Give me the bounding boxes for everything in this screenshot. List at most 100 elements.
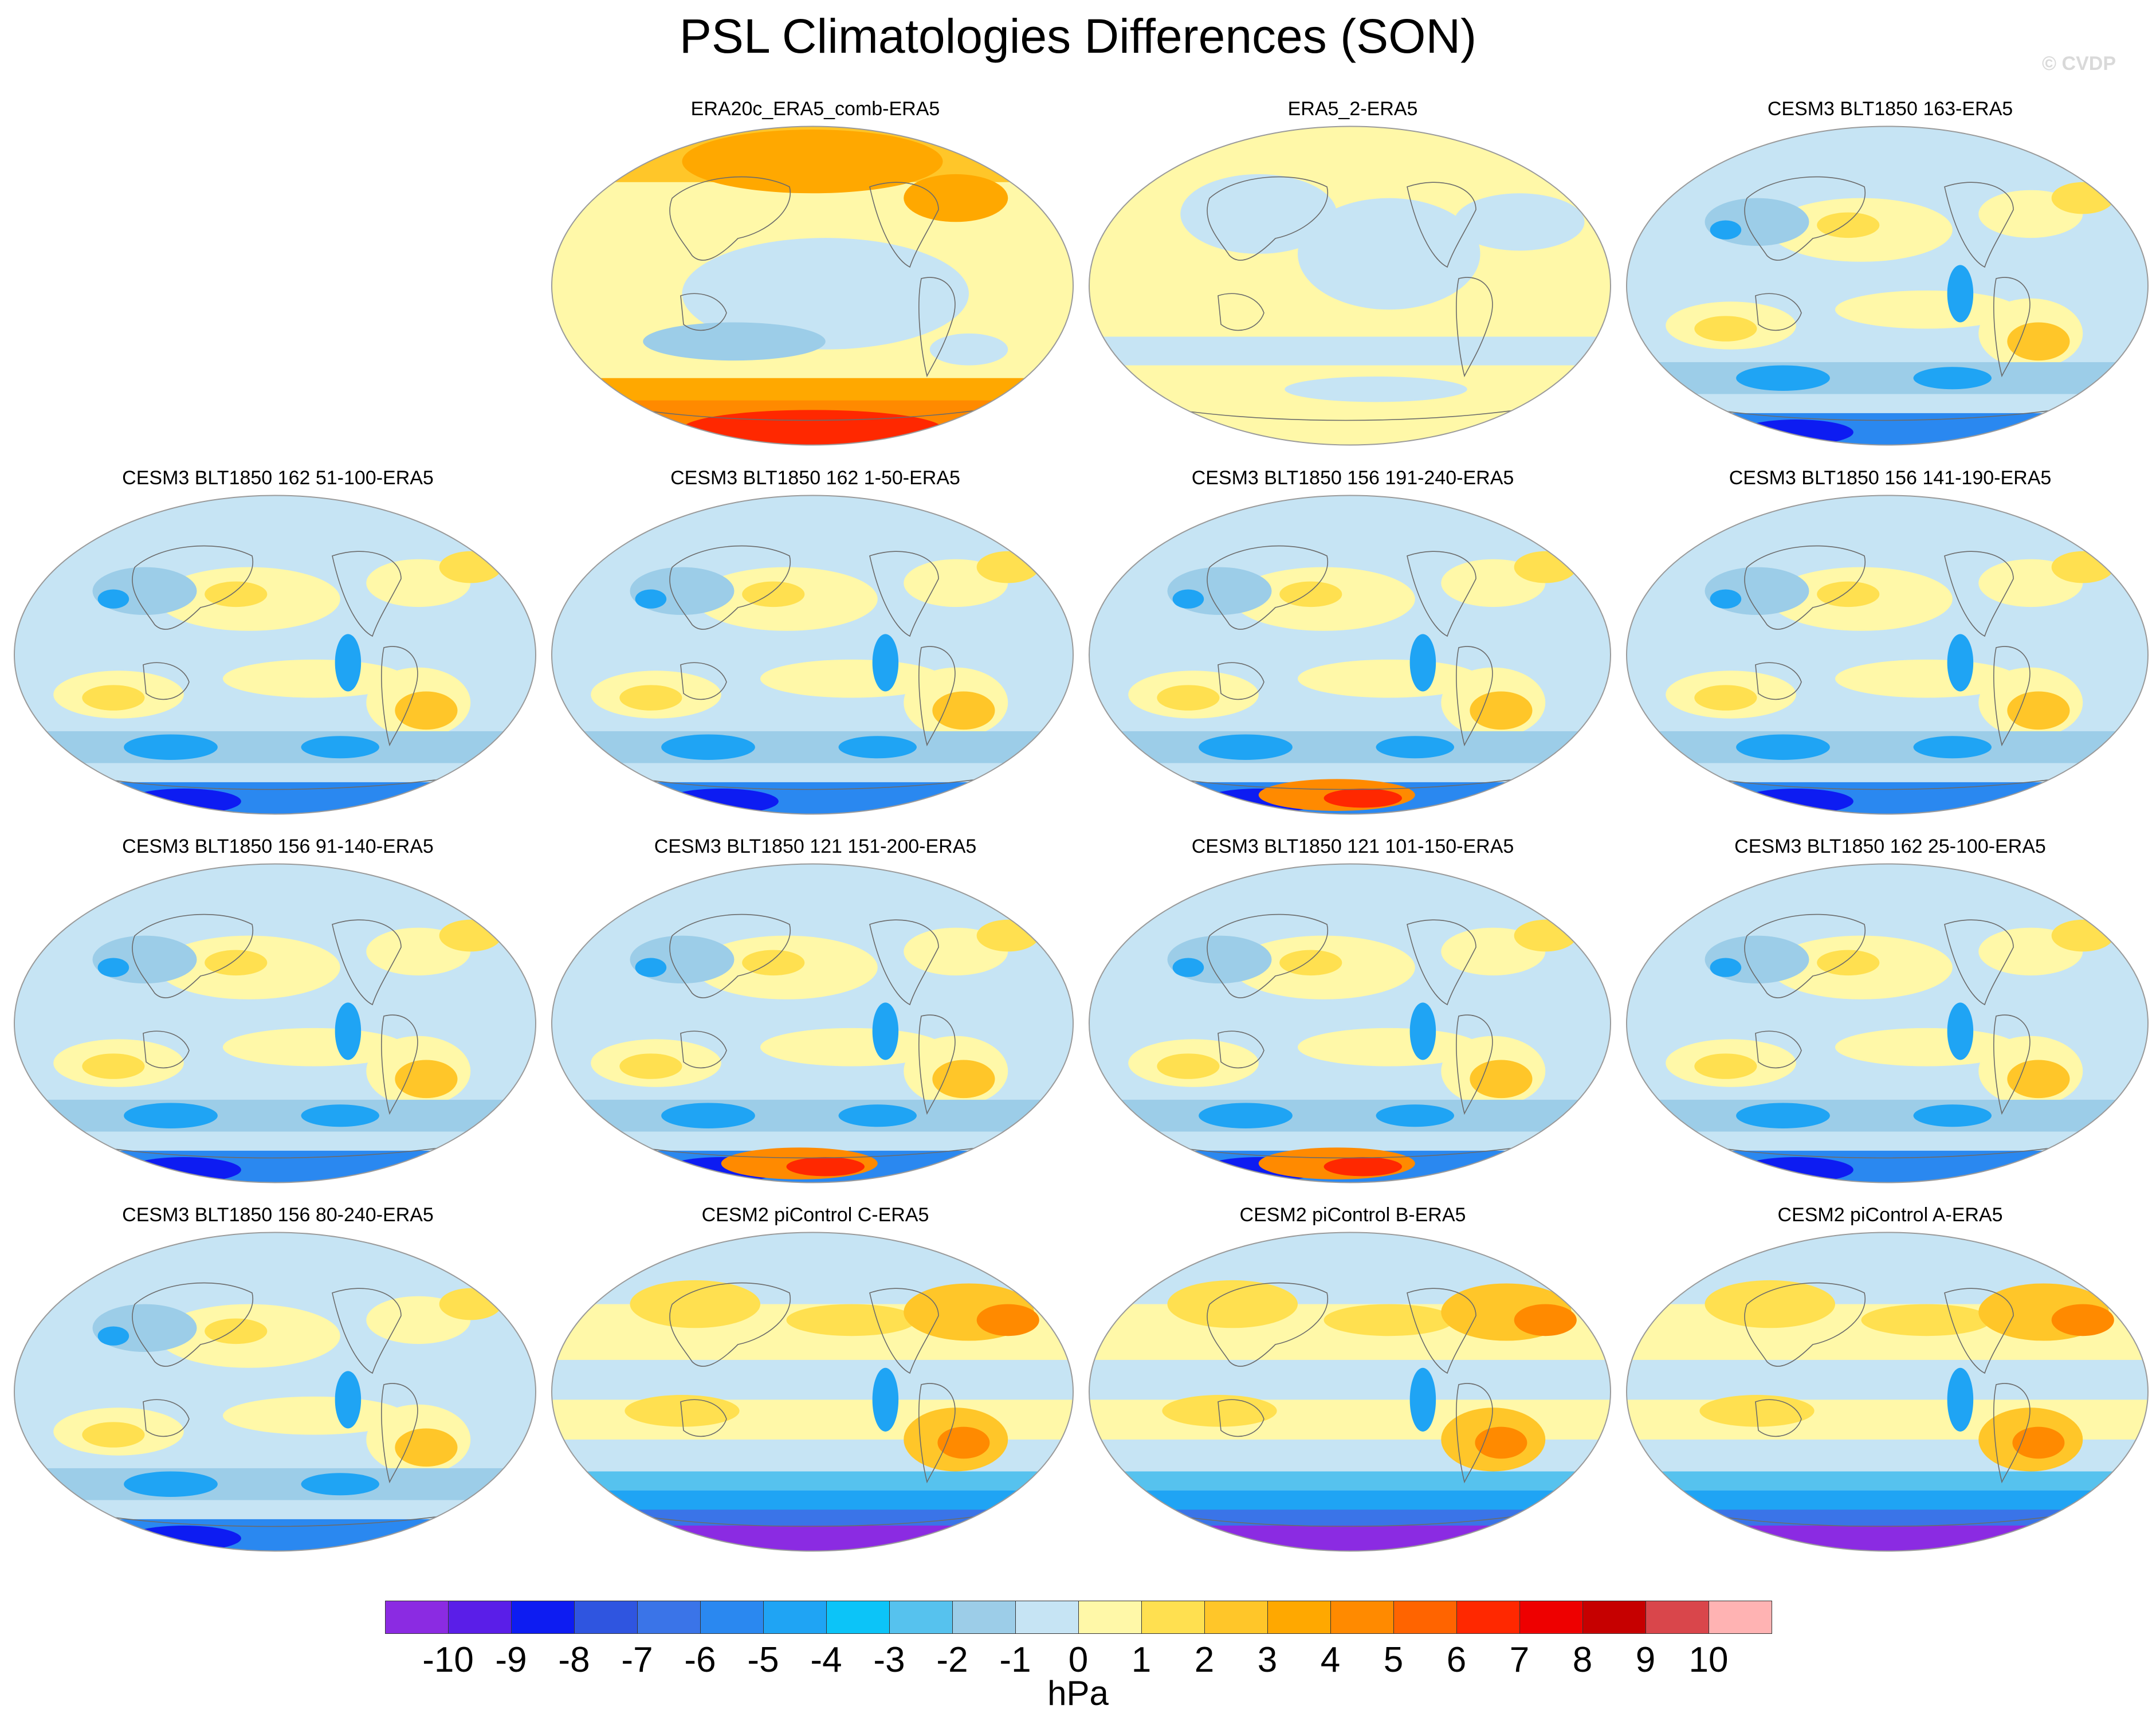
colorbar-tick-label: -5	[747, 1640, 779, 1680]
map-panel: CESM3 BLT1850 162 1-50-ERA5	[549, 465, 1082, 832]
south-america-coastline	[1456, 646, 1493, 747]
south-atlantic-high	[1470, 1060, 1533, 1099]
colorbar-tick-label: -8	[558, 1640, 590, 1680]
atlantic-negative	[1454, 193, 1585, 251]
map-border	[1626, 863, 2149, 1183]
antarctic-negative	[1285, 376, 1467, 402]
map-panel: CESM3 BLT1850 156 91-140-ERA5	[11, 834, 544, 1201]
andes-low	[1409, 1367, 1436, 1432]
colorbar-swatch	[1204, 1601, 1268, 1634]
global-map	[551, 863, 1074, 1183]
north-america-coastline	[1407, 182, 1476, 268]
andes-low	[335, 1002, 362, 1060]
indian-ocean-high	[1157, 1053, 1220, 1079]
panel-title: CESM3 BLT1850 156 191-240-ERA5	[1191, 467, 1514, 489]
colorbar	[385, 1601, 1772, 1635]
australia-coastline	[680, 293, 727, 331]
asia-coastline	[669, 914, 791, 998]
southern-low-east	[838, 1104, 917, 1127]
southern-low-east	[1913, 736, 1992, 759]
south-america-coastline	[918, 1014, 956, 1115]
global-map	[1626, 126, 2149, 446]
map-panel: CESM2 piControl A-ERA5	[1624, 1202, 2156, 1569]
north-america-coastline	[1944, 1288, 2014, 1374]
colorbar-swatch	[511, 1601, 575, 1634]
southern-low-east	[301, 1473, 379, 1496]
south-america-coastline	[1993, 1014, 2031, 1115]
colorbar-tick-label: 9	[1635, 1640, 1656, 1680]
andes-low	[335, 1371, 362, 1429]
southern-ocean-negative	[1089, 336, 1611, 366]
panel-title: CESM3 BLT1850 121 101-150-ERA5	[1191, 836, 1514, 857]
global-map	[551, 1232, 1074, 1552]
south-pacific-low	[643, 322, 826, 361]
southern-low-east	[838, 736, 917, 759]
global-map	[551, 126, 1074, 446]
asia-coastline	[1207, 176, 1329, 261]
southern-ocean-band	[1089, 1099, 1611, 1132]
north-pacific-positive	[1324, 1304, 1454, 1336]
panel-title: CESM3 BLT1850 156 141-190-ERA5	[1729, 467, 2052, 489]
filled-contours	[14, 864, 536, 1183]
southern-ocean-band	[552, 731, 1073, 763]
north-america-coastline	[869, 551, 939, 637]
map-panel: CESM2 piControl B-ERA5	[1086, 1202, 1619, 1569]
colorbar-swatch	[826, 1601, 890, 1634]
panel-title: CESM3 BLT1850 156 80-240-ERA5	[122, 1204, 434, 1226]
panel-title: CESM3 BLT1850 156 91-140-ERA5	[122, 836, 434, 857]
colorbar-tick-label: 10	[1688, 1640, 1729, 1680]
map-panel: CESM3 BLT1850 121 151-200-ERA5	[549, 834, 1082, 1201]
colorbar-tick-label: 0	[1068, 1640, 1089, 1680]
colorbar-swatch	[700, 1601, 764, 1634]
antarctic-positive-core	[786, 1157, 865, 1177]
global-map	[14, 1232, 536, 1552]
australia-coastline	[143, 1399, 190, 1437]
colorbar-swatch	[637, 1601, 701, 1634]
andes-low	[1409, 634, 1436, 692]
asia-coastline	[1207, 914, 1329, 998]
south-atlantic-high	[395, 1428, 458, 1467]
arctic-high-core	[682, 130, 943, 194]
antarctic-negative-band	[14, 782, 536, 814]
map-border	[551, 126, 1074, 446]
south-america-coastline	[1993, 1383, 2031, 1484]
southern-ocean-band	[552, 1099, 1073, 1132]
colorbar-tick-label: -1	[999, 1640, 1031, 1680]
australia-coastline	[680, 662, 727, 700]
filled-contours	[1627, 126, 2148, 445]
filled-contours	[1089, 495, 1611, 814]
filled-contours	[1089, 864, 1611, 1183]
colorbar-swatch	[889, 1601, 953, 1634]
australia-coastline	[1218, 662, 1264, 700]
panel-title: CESM2 piControl C-ERA5	[701, 1204, 929, 1226]
indian-ocean-high	[1694, 685, 1757, 711]
antarctic-negative-band	[1627, 782, 2148, 814]
andes-low	[1947, 1002, 1974, 1060]
australia-coastline	[680, 1030, 727, 1069]
antarctic-strong-low	[1089, 1526, 1611, 1551]
map-border	[1089, 495, 1611, 815]
southern-low-east	[1376, 1104, 1454, 1127]
indian-ocean-high	[82, 1422, 145, 1448]
colorbar-swatch	[1078, 1601, 1142, 1634]
filled-contours	[1089, 1232, 1611, 1551]
global-map	[1089, 1232, 1611, 1552]
south-atlantic-high	[395, 691, 458, 730]
south-america-coastline	[381, 646, 418, 747]
colorbar-swatch	[1519, 1601, 1583, 1634]
southern-low-west	[124, 1103, 218, 1128]
panel-title: CESM3 BLT1850 163-ERA5	[1767, 98, 2013, 120]
map-panel: CESM3 BLT1850 156 141-190-ERA5	[1624, 465, 2156, 832]
map-panel: ERA5_2-ERA5	[1086, 96, 1619, 463]
asia-coastline	[1207, 545, 1329, 630]
australia-coastline	[1755, 293, 1802, 331]
panel-title: CESM3 BLT1850 162 1-50-ERA5	[670, 467, 960, 489]
asia-coastline	[1744, 1282, 1866, 1367]
filled-contours	[1627, 1232, 2148, 1551]
south-america-coastline	[1456, 277, 1493, 378]
colorbar-swatch	[1015, 1601, 1079, 1634]
tibet-low	[1172, 958, 1204, 977]
map-panel: CESM3 BLT1850 156 80-240-ERA5	[11, 1202, 544, 1569]
global-map	[1089, 495, 1611, 815]
map-panel: CESM3 BLT1850 163-ERA5	[1624, 96, 2156, 463]
